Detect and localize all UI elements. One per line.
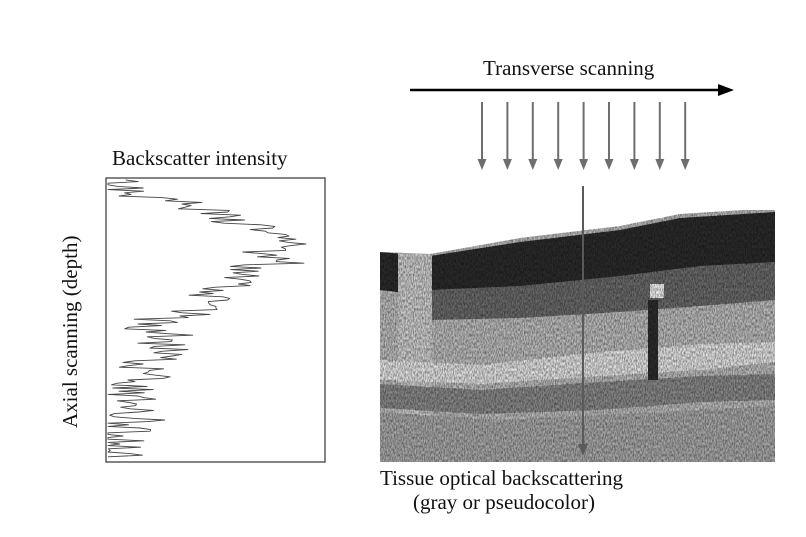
transverse-scanning-label: Transverse scanning (483, 56, 655, 80)
down-arrow (502, 102, 512, 170)
down-arrow (528, 102, 538, 170)
transverse-arrow (410, 84, 734, 96)
plot-frame (105, 177, 326, 463)
down-arrow (477, 102, 487, 170)
oct-image (380, 210, 775, 462)
scan-arrows (477, 102, 690, 170)
axial-scanning-label: Axial scanning (depth) (58, 235, 82, 428)
intensity-trace (107, 179, 307, 458)
down-arrow (680, 102, 690, 170)
down-arrow (604, 102, 614, 170)
down-arrow (553, 102, 563, 170)
down-arrow (655, 102, 665, 170)
depth-arrow (578, 186, 588, 456)
down-arrow (579, 102, 589, 170)
gray-pseudocolor-label: (gray or pseudocolor) (413, 490, 595, 514)
a-scan-plot (105, 177, 326, 463)
down-arrow (629, 102, 639, 170)
tissue-backscattering-label: Tissue optical backscattering (380, 466, 624, 490)
backscatter-intensity-label: Backscatter intensity (112, 146, 288, 170)
